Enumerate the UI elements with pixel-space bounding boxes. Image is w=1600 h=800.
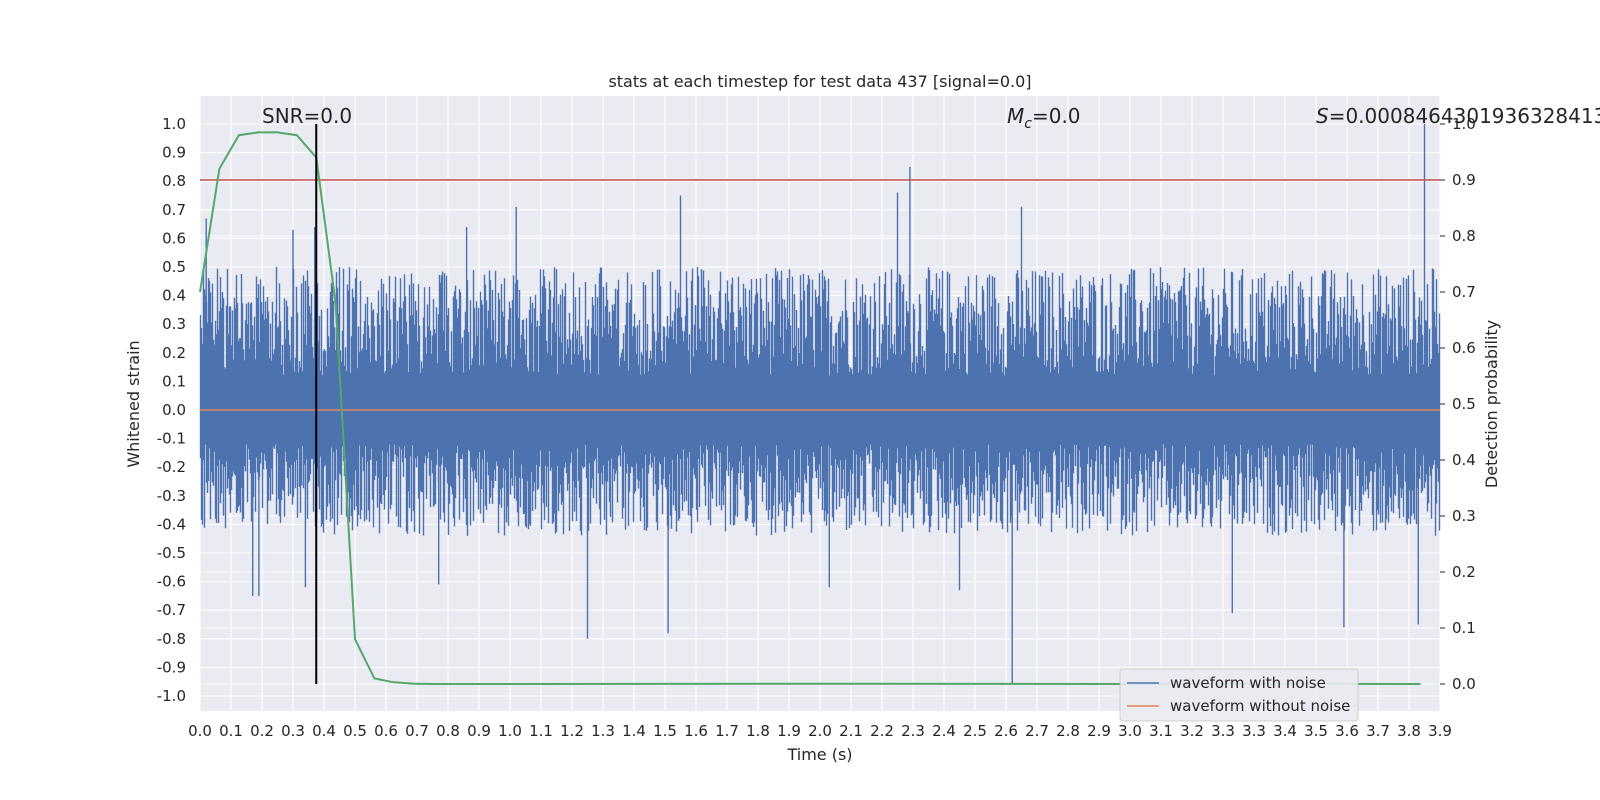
x-tick-label: 2.4 bbox=[932, 722, 956, 740]
x-tick-label: 0.2 bbox=[250, 722, 274, 740]
legend-label-clean: waveform without noise bbox=[1170, 697, 1350, 715]
x-tick-label: 1.5 bbox=[653, 722, 677, 740]
x-tick-label: 2.2 bbox=[870, 722, 894, 740]
s-annotation: S=0.0008464301936328413 bbox=[1316, 104, 1600, 128]
x-tick-label: 2.8 bbox=[1056, 722, 1080, 740]
x-tick-label: 3.1 bbox=[1149, 722, 1173, 740]
x-tick-label: 1.0 bbox=[498, 722, 522, 740]
x-tick-label: 1.2 bbox=[560, 722, 584, 740]
y-tick-label: -0.1 bbox=[157, 430, 186, 448]
y-tick-label: 0.7 bbox=[162, 201, 186, 219]
x-tick-label: 3.8 bbox=[1397, 722, 1421, 740]
y-tick-label: -0.4 bbox=[157, 515, 186, 533]
x-tick-label: 2.0 bbox=[808, 722, 832, 740]
series-detection-probability bbox=[199, 131, 1421, 686]
mc-subscript: c bbox=[1024, 116, 1032, 132]
x-tick-label: 1.7 bbox=[715, 722, 739, 740]
x-tick-label: 3.0 bbox=[1118, 722, 1142, 740]
y2-tick-label: 0.4 bbox=[1452, 451, 1476, 469]
x-tick-label: 2.1 bbox=[839, 722, 863, 740]
tick-labels: 0.0 0.1 0.2 0.3 0.4 0.5 0.6 0.7 0.8 0.9 1.0 1.1 1.2 1… bbox=[157, 115, 1476, 740]
y-tick-label: 0.2 bbox=[162, 344, 186, 362]
y-tick-label: 0.4 bbox=[162, 287, 186, 305]
x-tick-label: 3.2 bbox=[1180, 722, 1204, 740]
x-tick-label: 1.6 bbox=[684, 722, 708, 740]
s-value: =0.0008464301936328413 bbox=[1329, 104, 1600, 128]
x-tick-label: 1.8 bbox=[746, 722, 770, 740]
x-tick-label: 3.4 bbox=[1273, 722, 1297, 740]
x-tick-label: 2.7 bbox=[1025, 722, 1049, 740]
x-tick-label: 0.5 bbox=[343, 722, 367, 740]
x-tick-label: 3.3 bbox=[1211, 722, 1235, 740]
x-tick-label: 3.9 bbox=[1428, 722, 1452, 740]
line-series bbox=[199, 124, 1440, 686]
y-tick-label: 0.8 bbox=[162, 172, 186, 190]
mc-annotation: Mc=0.0 bbox=[1007, 104, 1081, 132]
y-tick-label: -0.8 bbox=[157, 630, 186, 648]
y2-tick-label: 0.5 bbox=[1452, 395, 1476, 413]
x-tick-label: 2.6 bbox=[994, 722, 1018, 740]
x-tick-label: 0.7 bbox=[405, 722, 429, 740]
y2-tick-label: 1.0 bbox=[1452, 115, 1476, 133]
x-axis-label: Time (s) bbox=[786, 745, 852, 764]
x-tick-label: 3.5 bbox=[1304, 722, 1328, 740]
x-tick-label: 0.8 bbox=[436, 722, 460, 740]
snr-annotation: SNR=0.0 bbox=[262, 104, 352, 128]
x-tick-label: 3.7 bbox=[1366, 722, 1390, 740]
x-tick-label: 3.3 bbox=[1242, 722, 1266, 740]
x-tick-label: 1.4 bbox=[622, 722, 646, 740]
legend-label-noise: waveform with noise bbox=[1170, 674, 1326, 692]
y-tick-label: -0.9 bbox=[157, 658, 186, 676]
y-tick-label: 0.9 bbox=[162, 144, 186, 162]
y-tick-label: 0.3 bbox=[162, 315, 186, 333]
y2-tick-label: 0.8 bbox=[1452, 227, 1476, 245]
legend-box bbox=[1119, 668, 1359, 722]
mc-symbol: M bbox=[1007, 104, 1024, 128]
y-tick-label: 0.0 bbox=[162, 401, 186, 419]
legend: waveform with noise waveform without noi… bbox=[1119, 668, 1359, 722]
y-tick-label: 0.1 bbox=[162, 372, 186, 390]
y-tick-label: -0.7 bbox=[157, 601, 186, 619]
y2-tick-label: 0.0 bbox=[1452, 675, 1476, 693]
y2-tick-label: 0.6 bbox=[1452, 339, 1476, 357]
x-tick-label: 2.3 bbox=[901, 722, 925, 740]
y-axis-label: Whitened strain bbox=[124, 340, 143, 467]
mc-value: =0.0 bbox=[1032, 104, 1081, 128]
y-tick-label: -0.2 bbox=[157, 458, 186, 476]
y-tick-label: -1.0 bbox=[157, 687, 186, 705]
x-tick-label: 1.3 bbox=[591, 722, 615, 740]
y2-tick-label: 0.1 bbox=[1452, 619, 1476, 637]
x-tick-label: 1.9 bbox=[777, 722, 801, 740]
x-tick-label: 0.6 bbox=[374, 722, 398, 740]
chart-title: stats at each timestep for test data 437… bbox=[608, 72, 1031, 91]
y-tick-label: -0.3 bbox=[157, 487, 186, 505]
y2-tick-label: 0.2 bbox=[1452, 563, 1476, 581]
x-tick-label: 0.3 bbox=[281, 722, 305, 740]
y2-axis-label: Detection probability bbox=[1482, 320, 1501, 488]
x-tick-label: 1.1 bbox=[529, 722, 553, 740]
series-waveform-with-noise bbox=[199, 124, 1441, 685]
x-tick-label: 0.4 bbox=[312, 722, 336, 740]
x-tick-label: 3.6 bbox=[1335, 722, 1359, 740]
noise-series bbox=[199, 124, 1441, 685]
y2-tick-label: 0.7 bbox=[1452, 283, 1476, 301]
x-tick-label: 2.9 bbox=[1087, 722, 1111, 740]
x-tick-label: 0.9 bbox=[467, 722, 491, 740]
y2-tick-label: 0.3 bbox=[1452, 507, 1476, 525]
y-tick-label: -0.5 bbox=[157, 544, 186, 562]
x-tick-label: 2.5 bbox=[963, 722, 987, 740]
y2-tick-label: 0.9 bbox=[1452, 171, 1476, 189]
x-tick-label: 0.1 bbox=[219, 722, 243, 740]
y-tick-label: 0.6 bbox=[162, 229, 186, 247]
x-tick-label: 0.0 bbox=[188, 722, 212, 740]
y-tick-label: 1.0 bbox=[162, 115, 186, 133]
y-tick-label: 0.5 bbox=[162, 258, 186, 276]
s-symbol: S bbox=[1316, 104, 1329, 128]
y-tick-label: -0.6 bbox=[157, 573, 186, 591]
